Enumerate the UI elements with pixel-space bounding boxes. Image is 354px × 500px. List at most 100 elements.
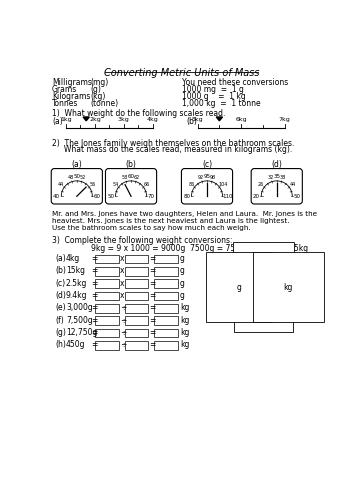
Text: (c): (c): [55, 278, 65, 287]
Text: 50: 50: [293, 194, 301, 199]
Text: 66: 66: [144, 182, 150, 188]
Text: 52: 52: [80, 176, 86, 180]
Text: (tonne): (tonne): [91, 100, 119, 108]
Text: 40: 40: [53, 194, 60, 199]
Bar: [125, 341, 148, 349]
Text: Kilograms: Kilograms: [52, 92, 90, 102]
Text: kg: kg: [180, 340, 189, 349]
Text: 110: 110: [222, 194, 232, 199]
Text: 26: 26: [258, 182, 264, 188]
Text: 3,000g: 3,000g: [66, 304, 93, 312]
Text: Use the bathroom scales to say how much each weigh.: Use the bathroom scales to say how much …: [52, 225, 251, 231]
Bar: [95, 341, 119, 349]
Text: =: =: [150, 266, 156, 276]
Text: g: g: [180, 254, 185, 263]
Bar: [95, 267, 119, 276]
Text: (b): (b): [126, 160, 137, 168]
Text: =: =: [91, 328, 97, 337]
Text: 60: 60: [93, 194, 101, 199]
Bar: [125, 316, 148, 325]
Bar: [95, 304, 119, 312]
Bar: [154, 304, 178, 312]
Text: (kg): (kg): [91, 92, 106, 102]
Text: 6kg: 6kg: [235, 118, 247, 122]
Text: 44: 44: [58, 182, 64, 188]
Text: =: =: [91, 340, 97, 349]
Text: 2.5kg: 2.5kg: [66, 278, 87, 287]
Text: =: =: [91, 316, 97, 324]
Text: 35: 35: [273, 174, 280, 179]
Bar: [125, 304, 148, 312]
Text: What mass do the scales read, measured in kilograms (kg).: What mass do the scales read, measured i…: [52, 146, 292, 154]
Text: g: g: [180, 266, 185, 276]
Bar: [125, 280, 148, 288]
Text: 7,500g: 7,500g: [66, 316, 93, 324]
Bar: [95, 328, 119, 337]
Bar: [154, 255, 178, 264]
Polygon shape: [216, 117, 223, 121]
Text: (a): (a): [55, 254, 66, 263]
Bar: [154, 292, 178, 300]
Text: =: =: [91, 291, 97, 300]
Text: 104: 104: [218, 182, 227, 188]
Text: 12,750g: 12,750g: [66, 328, 97, 337]
Text: =: =: [150, 316, 156, 324]
Text: g: g: [236, 282, 241, 292]
Text: 32: 32: [268, 176, 274, 180]
Text: 54: 54: [112, 182, 119, 188]
Text: (f): (f): [55, 316, 64, 324]
Text: 60: 60: [127, 174, 135, 179]
Bar: [95, 316, 119, 325]
Text: Grams: Grams: [52, 86, 77, 94]
Text: 2)  The Jones family weigh themselves on the bathroom scales.: 2) The Jones family weigh themselves on …: [52, 138, 295, 147]
Text: 450g: 450g: [66, 340, 85, 349]
Text: x: x: [120, 278, 125, 287]
Text: (h): (h): [55, 340, 66, 349]
Text: (d): (d): [55, 291, 66, 300]
FancyBboxPatch shape: [51, 168, 102, 204]
Text: 1000 mg  =  1 g: 1000 mg = 1 g: [182, 86, 244, 94]
Bar: [125, 292, 148, 300]
Text: Converting Metric Units of Mass: Converting Metric Units of Mass: [104, 68, 259, 78]
Text: 80: 80: [183, 194, 190, 199]
Text: 20: 20: [253, 194, 260, 199]
Text: 9kg = 9 x 1000 = 9000g: 9kg = 9 x 1000 = 9000g: [91, 244, 185, 253]
Text: 98: 98: [210, 176, 216, 180]
Text: x: x: [120, 266, 125, 276]
Text: kg: kg: [180, 304, 189, 312]
Text: ÷: ÷: [120, 316, 127, 324]
Text: 38: 38: [280, 176, 286, 180]
Text: Milligrams: Milligrams: [52, 78, 92, 88]
FancyBboxPatch shape: [182, 168, 233, 204]
Text: 62: 62: [134, 176, 140, 180]
Text: 44: 44: [289, 182, 296, 188]
Bar: [95, 280, 119, 288]
Bar: [154, 316, 178, 325]
Bar: [154, 328, 178, 337]
Text: 92: 92: [198, 176, 204, 180]
Text: 58: 58: [122, 176, 128, 180]
FancyBboxPatch shape: [251, 168, 302, 204]
Text: (b): (b): [187, 117, 198, 126]
Text: ÷: ÷: [120, 340, 127, 349]
Text: =: =: [150, 254, 156, 263]
Text: kg: kg: [180, 316, 189, 324]
Text: 56: 56: [89, 182, 96, 188]
Text: x: x: [120, 254, 125, 263]
Text: =: =: [91, 266, 97, 276]
Text: =: =: [150, 340, 156, 349]
Text: g: g: [180, 278, 185, 287]
Text: (d): (d): [271, 160, 282, 168]
Text: (g): (g): [55, 328, 66, 337]
Text: =: =: [91, 254, 97, 263]
Text: 70: 70: [148, 194, 155, 199]
Text: (g): (g): [91, 86, 102, 94]
Text: 5kg: 5kg: [192, 118, 204, 122]
Text: (a): (a): [72, 160, 82, 168]
Text: ÷: ÷: [120, 304, 127, 312]
FancyBboxPatch shape: [105, 168, 156, 204]
Text: 9.4kg: 9.4kg: [66, 291, 87, 300]
Text: 50: 50: [107, 194, 114, 199]
Text: x 1,000: x 1,000: [249, 308, 278, 317]
Bar: [95, 292, 119, 300]
